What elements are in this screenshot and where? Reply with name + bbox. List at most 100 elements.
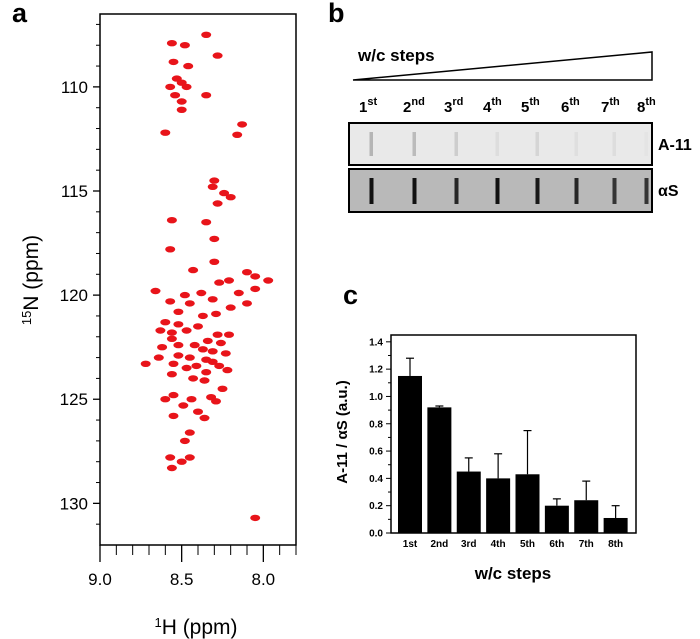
y-tick-label: 125 xyxy=(60,390,88,409)
panel-letter-c: c xyxy=(343,280,359,310)
nmr-peak xyxy=(179,437,190,445)
x-tick-label: 3rd xyxy=(461,539,477,550)
nmr-peak xyxy=(178,402,189,409)
nmr-peak xyxy=(160,319,171,326)
band-as xyxy=(454,178,459,204)
nmr-peak xyxy=(173,341,184,349)
nmr-peak xyxy=(215,339,226,347)
band-a11 xyxy=(454,132,458,156)
y-tick-label: 120 xyxy=(60,286,88,305)
nmr-peak xyxy=(165,246,176,253)
nmr-peak xyxy=(197,346,208,353)
nmr-peak xyxy=(176,458,187,465)
band-as xyxy=(495,178,500,204)
nmr-peak xyxy=(211,398,221,405)
nmr-peak xyxy=(232,131,243,138)
nmr-peak xyxy=(263,277,274,284)
x-tick-label: 8.5 xyxy=(170,570,194,589)
nmr-peak xyxy=(181,364,192,372)
x-tick-label: 1st xyxy=(403,539,418,550)
nmr-peak xyxy=(176,106,187,114)
lane-label: 3rd xyxy=(444,96,463,116)
x-tick-label: 6th xyxy=(549,539,564,550)
nmr-peak xyxy=(225,194,236,201)
nmr-peak xyxy=(170,92,181,99)
nmr-peak xyxy=(168,412,179,420)
bar xyxy=(427,407,452,533)
nmr-peak xyxy=(193,408,203,415)
lane-label: 2nd xyxy=(403,96,425,116)
nmr-peak xyxy=(250,514,261,522)
nmr-peak xyxy=(207,296,218,303)
nmr-peak xyxy=(165,298,176,305)
nmr-peak xyxy=(181,327,192,334)
nmr-peak xyxy=(184,454,195,461)
nmr-peak xyxy=(212,331,223,338)
nmr-peak xyxy=(165,454,176,461)
lane-label: 5th xyxy=(521,96,540,116)
x-axis-label: w/c steps xyxy=(474,564,552,583)
x-axis-label: 1H (ppm) xyxy=(154,615,237,639)
nmr-peak xyxy=(250,285,261,293)
nmr-peak xyxy=(155,327,166,334)
nmr-peak xyxy=(225,304,236,311)
bar xyxy=(398,375,422,533)
nmr-peak xyxy=(209,235,220,243)
nmr-peak xyxy=(197,312,208,320)
blot-strip-as xyxy=(348,168,653,213)
y-tick-label: 0.4 xyxy=(369,474,383,485)
nmr-peak xyxy=(166,217,177,224)
band-a11 xyxy=(535,132,539,156)
y-tick-label: 130 xyxy=(60,494,88,513)
y-tick-label: 0.2 xyxy=(369,501,383,512)
y-axis-label: 15N (ppm) xyxy=(19,235,43,325)
nmr-peak xyxy=(189,341,200,349)
band-as xyxy=(574,178,579,204)
x-tick-label: 9.0 xyxy=(88,570,112,589)
nmr-peak xyxy=(219,189,230,197)
nmr-peak xyxy=(160,396,171,403)
nmr-peak xyxy=(184,300,195,307)
nmr-peak xyxy=(160,129,171,136)
nmr-peak xyxy=(242,269,252,276)
nmr-peak xyxy=(237,121,248,128)
nmr-peak xyxy=(196,289,207,297)
band-as xyxy=(412,178,417,204)
nmr-peak xyxy=(168,391,179,399)
x-tick-label: 5th xyxy=(520,539,535,550)
gradient-label: w/c steps xyxy=(357,46,435,65)
nmr-peak xyxy=(209,258,220,265)
nmr-peak xyxy=(184,354,195,361)
bar xyxy=(544,505,569,533)
nmr-peak xyxy=(157,344,168,351)
nmr-peak xyxy=(165,83,176,91)
band-a11 xyxy=(369,132,373,156)
nmr-peak xyxy=(214,362,225,370)
band-a11 xyxy=(644,132,648,156)
nmr-peak xyxy=(212,52,223,59)
nmr-peak xyxy=(214,279,225,286)
y-tick-label: 115 xyxy=(61,182,88,201)
panel-letter-a: a xyxy=(12,0,28,28)
nmr-peak xyxy=(209,177,220,184)
y-tick-label: 110 xyxy=(61,78,88,97)
y-tick-label: 1.4 xyxy=(369,337,383,348)
x-tick-label: 4th xyxy=(491,539,506,550)
nmr-peak xyxy=(199,414,210,422)
nmr-peak xyxy=(181,83,192,91)
nmr-peak xyxy=(140,360,151,367)
y-tick-label: 0.8 xyxy=(369,419,383,430)
nmr-peak xyxy=(168,360,179,367)
nmr-peak xyxy=(242,300,252,307)
y-tick-label: 0.6 xyxy=(369,447,383,458)
y-tick-label: 1.0 xyxy=(369,392,383,403)
nmr-peak xyxy=(199,377,210,384)
nmr-peak xyxy=(179,42,190,49)
nmr-peak xyxy=(168,58,179,66)
nmr-peak xyxy=(173,352,184,359)
nmr-peak xyxy=(183,62,194,70)
y-axis-label: A-11 / αS (a.u.) xyxy=(334,380,351,483)
nmr-peak xyxy=(166,40,177,47)
nmr-peak xyxy=(179,291,190,299)
lane-label: 4th xyxy=(483,96,502,116)
